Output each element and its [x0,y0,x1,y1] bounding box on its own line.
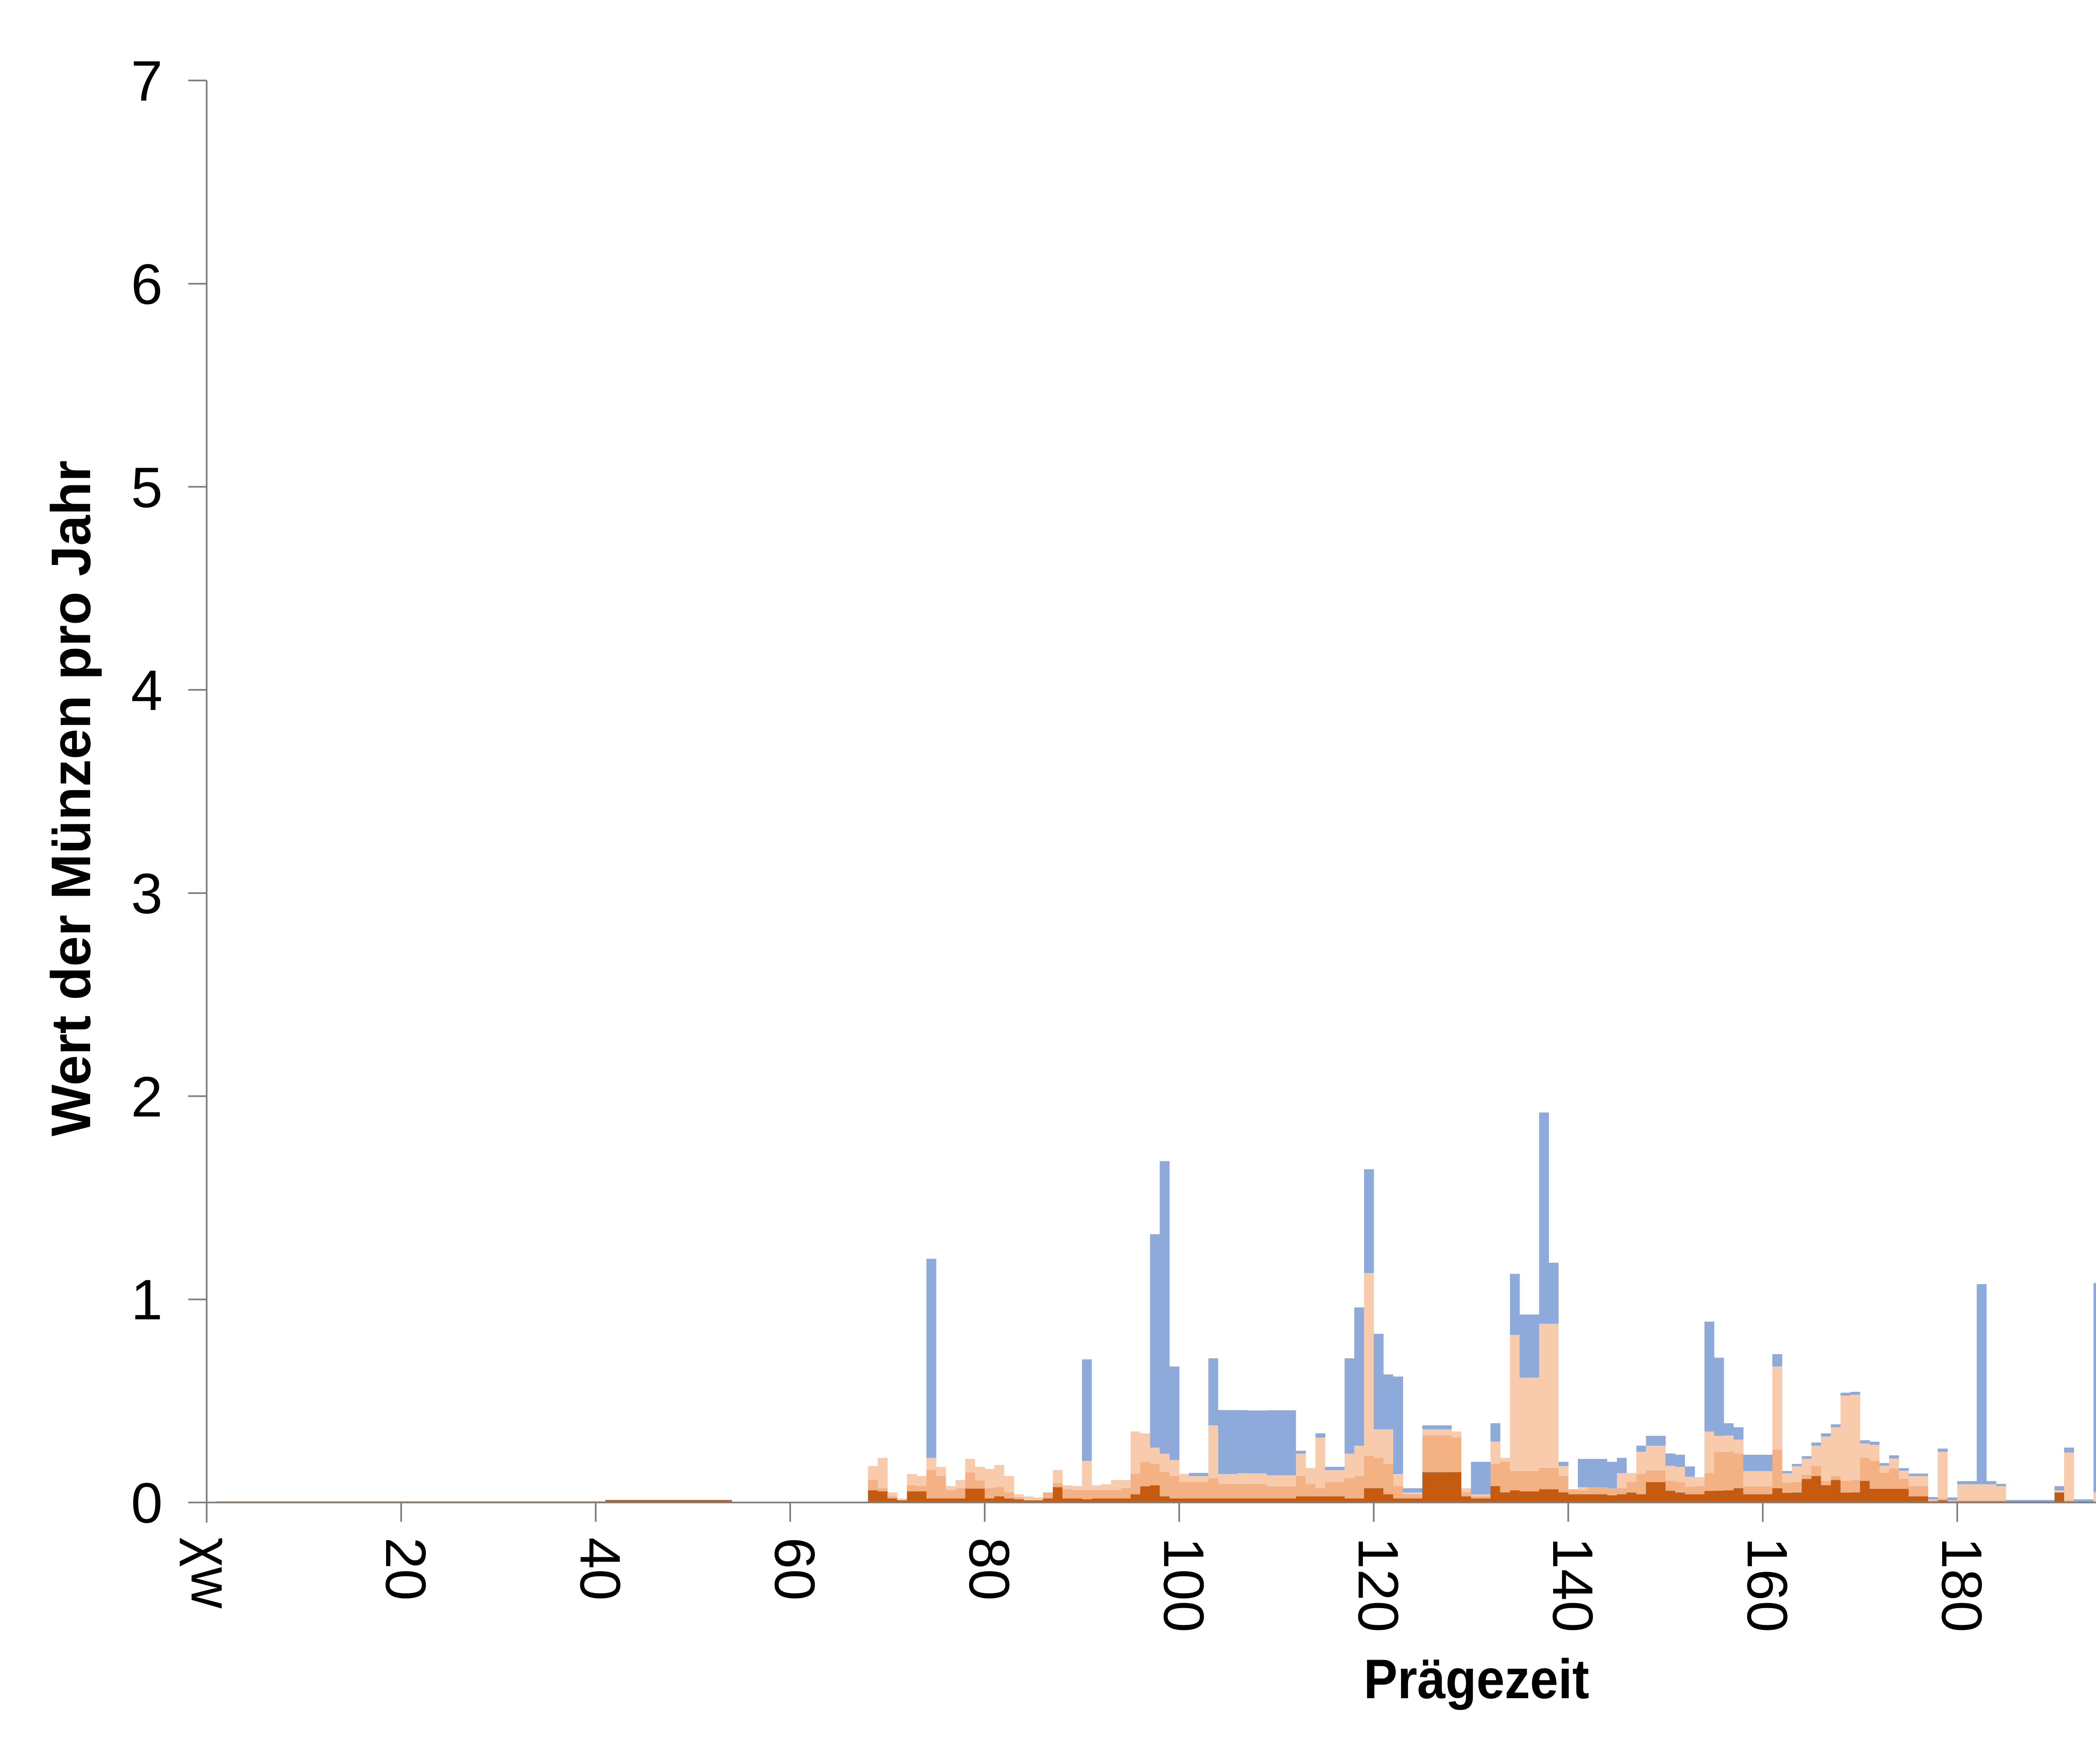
svg-text:140: 140 [1541,1537,1605,1632]
svg-text:1: 1 [131,1268,163,1331]
svg-text:5: 5 [131,456,163,519]
svg-text:100: 100 [1152,1537,1216,1632]
svg-text:120: 120 [1346,1537,1410,1632]
svg-text:20: 20 [374,1537,438,1601]
svg-text:3: 3 [131,862,163,925]
svg-text:χw: χw [179,1537,243,1609]
svg-text:6: 6 [131,252,163,316]
svg-text:2: 2 [131,1065,163,1129]
svg-text:60: 60 [763,1537,827,1601]
svg-text:80: 80 [957,1537,1021,1601]
svg-text:40: 40 [568,1537,632,1601]
svg-text:4: 4 [131,658,163,722]
svg-text:Prägezeit: Prägezeit [1364,1648,1589,1710]
svg-text:0: 0 [131,1471,163,1535]
svg-text:160: 160 [1735,1537,1799,1632]
svg-text:7: 7 [131,49,163,113]
svg-text:180: 180 [1930,1537,1994,1632]
svg-text:Wert der Münzen pro Jahr: Wert der Münzen pro Jahr [40,461,102,1137]
